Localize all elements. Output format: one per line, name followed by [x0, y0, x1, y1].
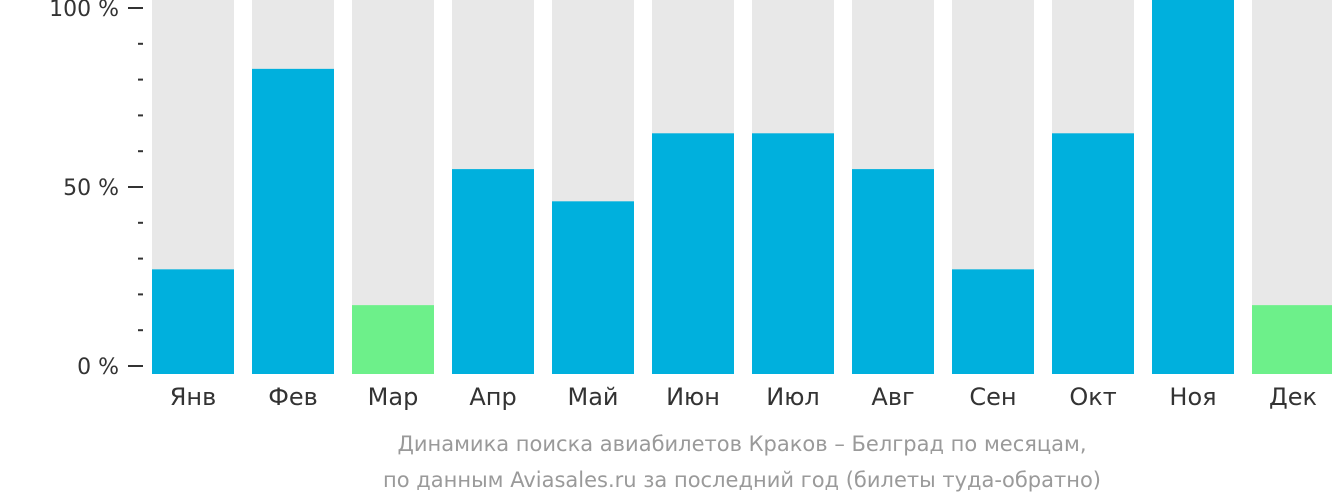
bar-chart: 0 % 50 % 100 % Янв Фев Мар Апр Май Июн Июл Авг Сен… [49, 0, 1332, 411]
bar-2 [252, 68, 334, 375]
caption-line-1: Динамика поиска авиабилетов Краков – Бел… [397, 432, 1087, 456]
bar-10 [1052, 133, 1134, 374]
y-tick-label: 100 % [49, 0, 119, 22]
bar-6 [652, 133, 734, 374]
bar-3 [352, 305, 434, 374]
y-tick-label: 0 % [77, 355, 119, 380]
bar-9 [952, 269, 1034, 374]
x-tick-label: Сен [969, 383, 1016, 411]
x-tick-label: Фев [268, 383, 318, 411]
bar-5 [552, 201, 634, 374]
x-tick-label: Авг [871, 383, 914, 411]
bar-4 [452, 169, 534, 374]
x-tick-label: Май [567, 383, 618, 411]
x-tick-label: Июн [666, 383, 720, 411]
x-axis-labels: Янв Фев Мар Апр Май Июн Июл Авг Сен Окт Ноя Дек [170, 383, 1317, 411]
x-tick-label: Янв [170, 383, 217, 411]
x-tick-label: Мар [368, 383, 419, 411]
bar-12 [1252, 305, 1332, 374]
x-tick-label: Ноя [1169, 383, 1216, 411]
y-axis: 0 % 50 % 100 % [49, 0, 143, 380]
caption-line-2: по данным Aviasales.ru за последний год … [383, 468, 1101, 492]
bar-8 [852, 169, 934, 374]
x-tick-label: Апр [469, 383, 516, 411]
bars [152, 0, 1332, 375]
bar-11 [1152, 0, 1234, 374]
y-tick-label: 50 % [63, 176, 119, 201]
x-tick-label: Июл [766, 383, 820, 411]
bar-1 [152, 269, 234, 374]
bar-7 [752, 133, 834, 374]
x-tick-label: Окт [1069, 383, 1116, 411]
x-tick-label: Дек [1269, 383, 1317, 411]
